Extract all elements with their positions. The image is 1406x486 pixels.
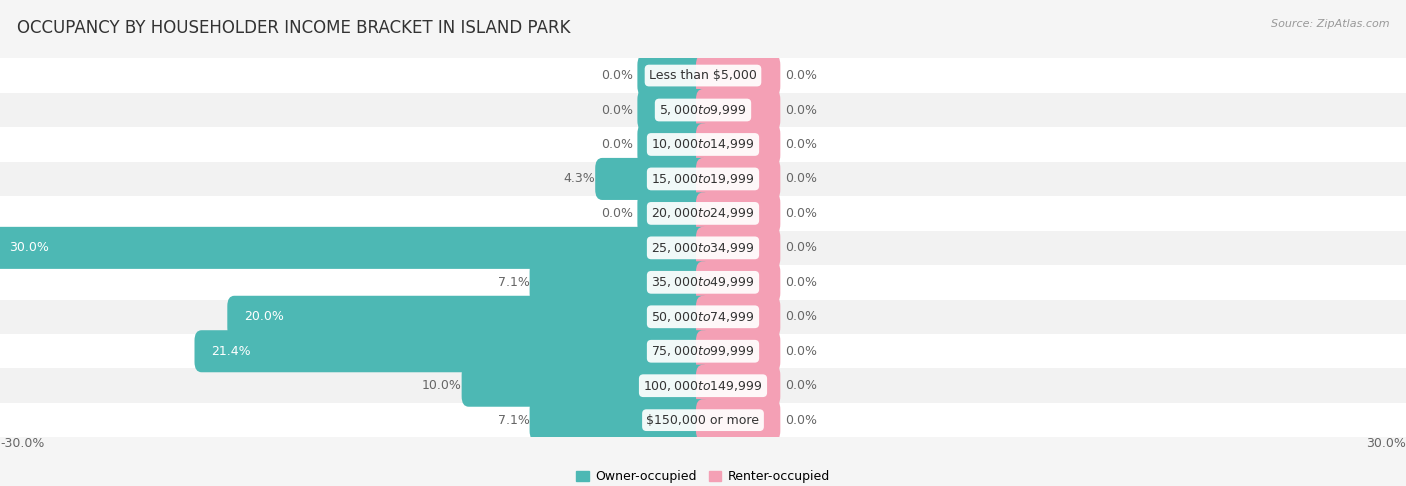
Text: OCCUPANCY BY HOUSEHOLDER INCOME BRACKET IN ISLAND PARK: OCCUPANCY BY HOUSEHOLDER INCOME BRACKET … [17, 19, 571, 37]
FancyBboxPatch shape [696, 158, 780, 200]
Text: $50,000 to $74,999: $50,000 to $74,999 [651, 310, 755, 324]
Text: -30.0%: -30.0% [0, 437, 45, 451]
FancyBboxPatch shape [0, 227, 710, 269]
Bar [0, 334, 1406, 368]
Text: 30.0%: 30.0% [10, 242, 49, 254]
Text: $75,000 to $99,999: $75,000 to $99,999 [651, 344, 755, 358]
FancyBboxPatch shape [696, 364, 780, 407]
FancyBboxPatch shape [696, 192, 780, 234]
FancyBboxPatch shape [696, 330, 780, 372]
Text: 0.0%: 0.0% [785, 414, 817, 427]
Bar [0, 196, 1406, 231]
Text: 0.0%: 0.0% [785, 207, 817, 220]
Text: $150,000 or more: $150,000 or more [647, 414, 759, 427]
Text: $35,000 to $49,999: $35,000 to $49,999 [651, 276, 755, 289]
Bar [0, 93, 1406, 127]
FancyBboxPatch shape [637, 89, 710, 131]
FancyBboxPatch shape [595, 158, 710, 200]
Bar [0, 127, 1406, 162]
Text: 0.0%: 0.0% [785, 379, 817, 392]
Text: 0.0%: 0.0% [785, 69, 817, 82]
FancyBboxPatch shape [637, 192, 710, 234]
Text: $5,000 to $9,999: $5,000 to $9,999 [659, 103, 747, 117]
Text: $20,000 to $24,999: $20,000 to $24,999 [651, 207, 755, 220]
FancyBboxPatch shape [194, 330, 710, 372]
Bar [0, 58, 1406, 93]
Text: 0.0%: 0.0% [600, 104, 633, 117]
Text: 20.0%: 20.0% [243, 310, 284, 323]
Text: Less than $5,000: Less than $5,000 [650, 69, 756, 82]
FancyBboxPatch shape [696, 296, 780, 338]
FancyBboxPatch shape [696, 123, 780, 166]
FancyBboxPatch shape [696, 227, 780, 269]
FancyBboxPatch shape [530, 399, 710, 441]
Text: 21.4%: 21.4% [211, 345, 250, 358]
Text: $15,000 to $19,999: $15,000 to $19,999 [651, 172, 755, 186]
Text: $100,000 to $149,999: $100,000 to $149,999 [644, 379, 762, 393]
FancyBboxPatch shape [228, 296, 710, 338]
Text: 0.0%: 0.0% [785, 310, 817, 323]
Text: 30.0%: 30.0% [1367, 437, 1406, 451]
Bar [0, 299, 1406, 334]
Text: 0.0%: 0.0% [600, 207, 633, 220]
Bar [0, 403, 1406, 437]
Text: 0.0%: 0.0% [600, 138, 633, 151]
Text: 10.0%: 10.0% [422, 379, 461, 392]
FancyBboxPatch shape [696, 261, 780, 303]
Bar [0, 368, 1406, 403]
Bar [0, 231, 1406, 265]
Text: 0.0%: 0.0% [785, 173, 817, 186]
Text: 7.1%: 7.1% [498, 414, 530, 427]
Text: 0.0%: 0.0% [785, 138, 817, 151]
Text: 7.1%: 7.1% [498, 276, 530, 289]
Text: 4.3%: 4.3% [564, 173, 595, 186]
Legend: Owner-occupied, Renter-occupied: Owner-occupied, Renter-occupied [571, 465, 835, 486]
FancyBboxPatch shape [696, 89, 780, 131]
FancyBboxPatch shape [637, 54, 710, 97]
Text: Source: ZipAtlas.com: Source: ZipAtlas.com [1271, 19, 1389, 30]
Text: $25,000 to $34,999: $25,000 to $34,999 [651, 241, 755, 255]
Bar [0, 265, 1406, 299]
FancyBboxPatch shape [530, 261, 710, 303]
FancyBboxPatch shape [637, 123, 710, 166]
Text: 0.0%: 0.0% [785, 345, 817, 358]
Text: $10,000 to $14,999: $10,000 to $14,999 [651, 138, 755, 152]
Text: 0.0%: 0.0% [785, 276, 817, 289]
FancyBboxPatch shape [696, 399, 780, 441]
Text: 0.0%: 0.0% [600, 69, 633, 82]
FancyBboxPatch shape [461, 364, 710, 407]
Bar [0, 162, 1406, 196]
Text: 0.0%: 0.0% [785, 242, 817, 254]
Text: 0.0%: 0.0% [785, 104, 817, 117]
FancyBboxPatch shape [696, 54, 780, 97]
